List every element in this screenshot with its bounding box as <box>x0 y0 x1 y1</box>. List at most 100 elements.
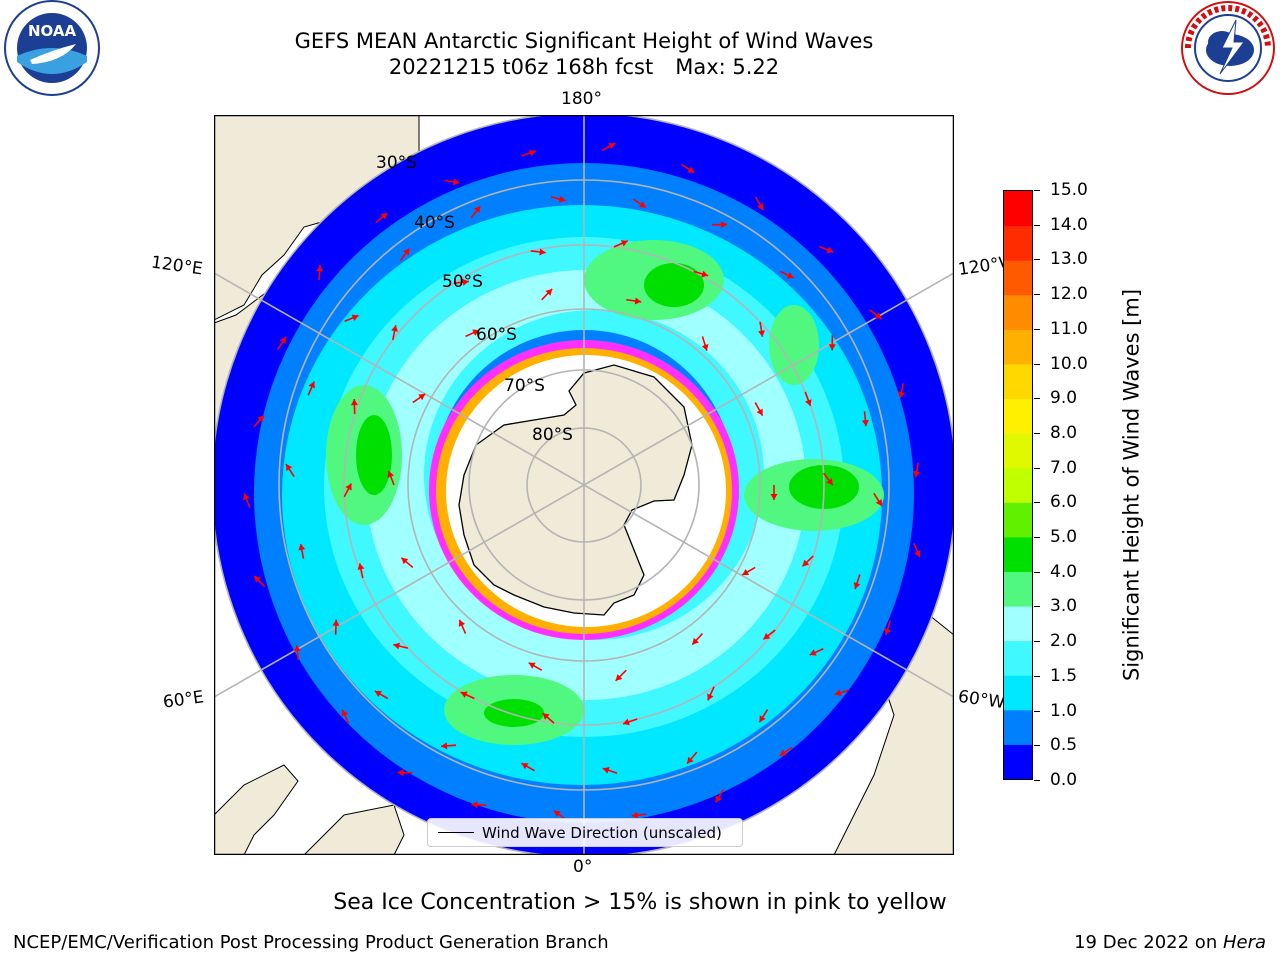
colorbar-swatch <box>1004 260 1032 296</box>
wind-wave-arrow <box>853 574 861 590</box>
colorbar-tick-mark <box>1034 398 1040 400</box>
wind-wave-arrow <box>344 314 359 322</box>
lat-label-50s: 50°S <box>442 272 483 292</box>
wind-wave-arrow <box>613 240 629 248</box>
wind-wave-arrow <box>913 462 921 478</box>
figure-subtitle: 20221215 t06z 168h fcst Max: 5.22 <box>0 54 1168 80</box>
legend-line-icon <box>438 832 474 833</box>
sea-ice-note: Sea Ice Concentration > 15% is shown in … <box>333 890 947 915</box>
colorbar-tick-label: 10.0 <box>1050 353 1088 374</box>
polar-map: 30°S 40°S 50°S 60°S 70°S 80°S <box>212 113 956 857</box>
wind-wave-arrow <box>884 620 892 636</box>
wind-wave-arrow <box>253 414 265 428</box>
colorbar-tick-mark <box>1034 675 1040 677</box>
wind-wave-arrow <box>819 245 834 254</box>
colorbar-tick-mark <box>1034 259 1040 261</box>
wind-wave-arrow <box>754 402 764 417</box>
wind-wave-arrow <box>521 149 537 157</box>
colorbar-tick-label: 5.0 <box>1050 527 1078 548</box>
wind-wave-arrow <box>686 751 698 765</box>
wind-wave-arrow <box>530 248 546 256</box>
colorbar-swatch <box>1004 191 1032 227</box>
colorbar-swatch <box>1004 329 1032 365</box>
lon-label-60e: 60°E <box>161 687 206 713</box>
wind-wave-arrow <box>374 690 389 700</box>
colorbar-tick-label: 3.0 <box>1050 596 1078 617</box>
wind-wave-arrow <box>691 633 704 646</box>
figure-title: GEFS MEAN Antarctic Significant Height o… <box>294 29 874 53</box>
colorbar-swatch <box>1004 640 1032 676</box>
wind-wave-arrow <box>622 718 638 726</box>
footer-credit: NCEP/EMC/Verification Post Processing Pr… <box>13 932 609 953</box>
wind-wave-arrow <box>243 493 251 508</box>
colorbar-tick-mark <box>1034 294 1040 296</box>
wind-wave-arrow <box>550 195 566 203</box>
wind-wave-arrow <box>387 470 395 486</box>
colorbar-tick-mark <box>1034 641 1040 643</box>
colorbar-tick-label: 0.5 <box>1050 735 1078 756</box>
colorbar-tick-label: 8.0 <box>1050 422 1078 443</box>
colorbar-tick-mark <box>1034 780 1040 781</box>
wind-wave-arrow <box>804 391 812 407</box>
lat-label-40s: 40°S <box>414 213 455 233</box>
wind-wave-arrow <box>758 321 765 337</box>
polar-map-svg: 30°S 40°S 50°S 60°S 70°S 80°S <box>212 113 956 857</box>
wind-wave-arrow <box>758 709 769 723</box>
wind-wave-arrow <box>809 648 824 656</box>
wind-wave-arrow <box>693 270 709 278</box>
wind-wave-arrow <box>681 163 695 174</box>
graticule <box>214 115 954 855</box>
wind-wave-arrow <box>873 492 883 507</box>
forecast-run: 20221215 t06z 168h fcst <box>388 55 654 79</box>
noaa-logo-icon: NOAA <box>2 0 102 100</box>
colorbar-tick-mark <box>1034 571 1040 573</box>
colorbar-tick-label: 9.0 <box>1050 388 1078 409</box>
colorbar-swatch <box>1004 467 1032 503</box>
colorbar-tick-label: 4.0 <box>1050 561 1078 582</box>
colorbar-tick-mark <box>1034 745 1040 747</box>
wind-wave-arrow <box>521 762 535 772</box>
colorbar-tick-label: 15.0 <box>1050 180 1088 200</box>
wind-wave-arrow <box>332 619 340 635</box>
wind-wave-arrow <box>400 557 414 569</box>
wind-wave-arrow <box>399 248 411 261</box>
lon-label-0: 0° <box>573 857 593 877</box>
map-legend: Wind Wave Direction (unscaled) <box>427 818 743 847</box>
wind-wave-arrow <box>460 691 475 700</box>
wind-wave-arrow <box>307 381 315 396</box>
wind-wave-arrow <box>741 566 756 576</box>
colorbar-tick-label: 11.0 <box>1050 318 1088 339</box>
colorbar-tick-mark <box>1034 224 1040 226</box>
wind-wave-arrow <box>542 712 555 724</box>
colorbar-tick-mark <box>1034 467 1040 469</box>
wind-wave-arrow <box>913 543 921 558</box>
lon-label-180: 180° <box>561 89 602 109</box>
colorbar-tick-mark <box>1034 606 1040 608</box>
wind-wave-arrow <box>869 309 883 320</box>
colorbar-tick-mark <box>1034 328 1040 330</box>
wind-wave-arrow <box>465 329 480 338</box>
wind-wave-arrow <box>602 766 618 774</box>
colorbar-swatch <box>1004 709 1032 745</box>
colorbar-swatch <box>1004 502 1032 538</box>
footer-date-text: 19 Dec 2022 on <box>1074 932 1223 953</box>
wind-wave-arrow <box>541 288 553 301</box>
colorbar-tick-mark <box>1034 537 1040 539</box>
wind-wave-arrow <box>801 555 814 567</box>
legend-label: Wind Wave Direction (unscaled) <box>482 823 722 842</box>
colorbar-swatch <box>1004 363 1032 400</box>
colorbar-ticks: 0.0 0.5 1.0 1.5 2.0 3.0 4.0 5.0 6.0 7.0 8.0 9.0 10.0… <box>1034 180 1104 790</box>
wind-wave-arrow <box>293 645 301 661</box>
wind-wave-arrow <box>350 399 358 415</box>
colorbar-tick-mark <box>1034 432 1040 434</box>
wind-wave-arrow <box>528 662 543 671</box>
colorbar-tick-label: 14.0 <box>1050 214 1088 235</box>
colorbar-tick-label: 7.0 <box>1050 457 1078 478</box>
lat-label-60s: 60°S <box>476 325 517 345</box>
colorbar-swatch <box>1004 294 1032 330</box>
wind-wave-arrow <box>626 297 642 305</box>
wind-wave-arrow <box>444 178 460 186</box>
wind-wave-arrow <box>861 411 869 427</box>
lon-label-120e: 120°E <box>149 252 204 280</box>
wind-wave-arrow <box>823 472 834 486</box>
